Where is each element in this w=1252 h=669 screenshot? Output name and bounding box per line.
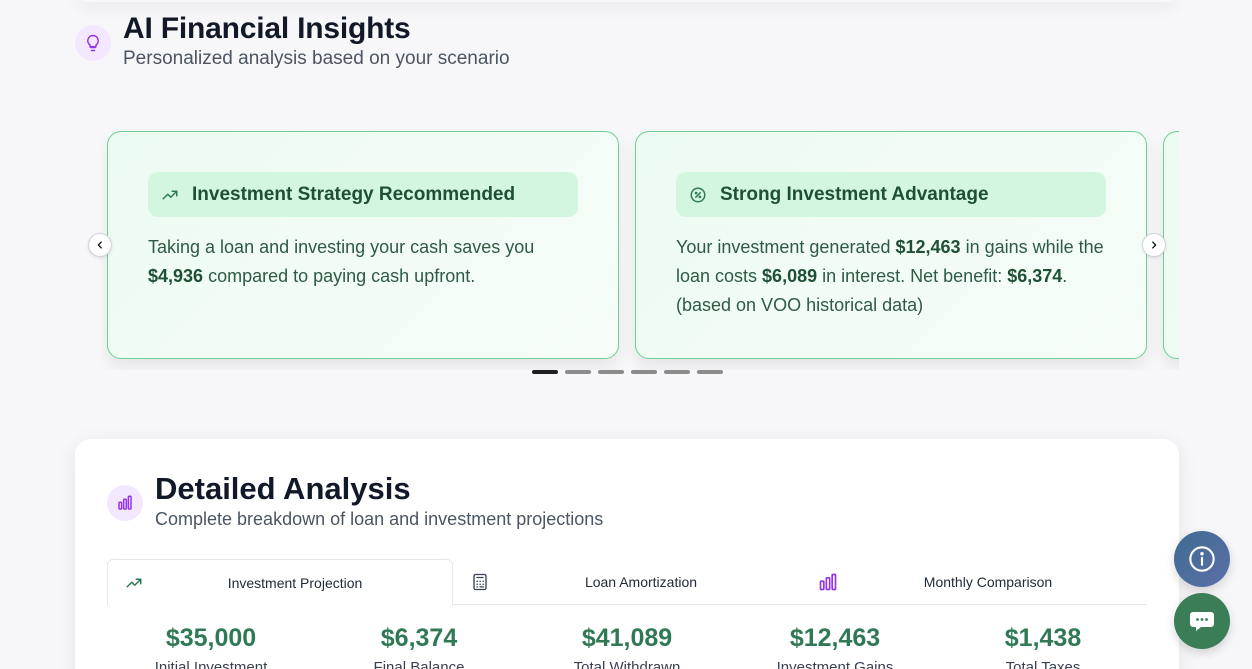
- body-text: . (based on VOO historical data): [676, 266, 1068, 315]
- carousel-dot[interactable]: [697, 370, 723, 374]
- bar-chart-icon: [818, 572, 838, 592]
- insights-title: AI Financial Insights: [123, 12, 411, 45]
- body-highlight: $12,463: [895, 237, 961, 257]
- info-button[interactable]: [1174, 531, 1230, 587]
- insights-carousel: Investment Strategy Recommended Taking a…: [75, 120, 1179, 390]
- insight-card-title-text: Investment Strategy Recommended: [192, 183, 516, 205]
- trending-up-icon: [124, 573, 144, 593]
- body-text: compared to paying cash upfront.: [203, 266, 476, 286]
- detailed-analysis-panel: Detailed Analysis Complete breakdown of …: [75, 439, 1179, 669]
- stat-label: Final Balance: [373, 659, 465, 669]
- calculator-icon: [470, 572, 490, 592]
- info-icon: [1189, 546, 1215, 572]
- chevron-right-icon: [1152, 241, 1157, 249]
- stat-value: $12,463: [789, 624, 881, 652]
- carousel-next-button[interactable]: [1142, 233, 1166, 257]
- summary-stats: $35,000 Initial Investment $6,374 Final …: [107, 624, 1147, 669]
- stat-label: Investment Gains: [776, 659, 894, 669]
- insight-card-title-text: Strong Investment Advantage: [720, 183, 989, 205]
- carousel-dots: [532, 370, 723, 374]
- insight-card-title: Investment Strategy Recommended: [148, 172, 578, 217]
- carousel-viewport: Investment Strategy Recommended Taking a…: [100, 120, 1179, 370]
- chevron-left-icon: [97, 241, 102, 249]
- body-highlight: $6,089: [762, 266, 818, 286]
- carousel-prev-button[interactable]: [88, 233, 112, 257]
- body-text: in gains while the loan costs: [676, 237, 1104, 286]
- insight-card-title: Strong Investment Advantage: [676, 172, 1106, 217]
- tab-label: Loan Amortization: [584, 574, 698, 590]
- analysis-tabs: Investment Projection Loan Amortization …: [107, 559, 1147, 606]
- stat-label: Total Withdrawn: [573, 659, 681, 669]
- tab-label: Investment Projection: [227, 574, 363, 591]
- tab-loan-amortization[interactable]: Loan Amortization: [453, 559, 799, 605]
- stat-value: $6,374: [380, 624, 458, 652]
- body-highlight: $6,374: [1007, 266, 1063, 286]
- carousel-dot[interactable]: [565, 370, 591, 374]
- carousel-dot[interactable]: [532, 370, 558, 374]
- lightbulb-icon: [75, 25, 111, 61]
- stat-initial-investment: $35,000 Initial Investment: [107, 624, 315, 669]
- insights-subtitle: Personalized analysis based on your scen…: [123, 48, 510, 69]
- percent-icon: [688, 185, 708, 205]
- carousel-dot[interactable]: [664, 370, 690, 374]
- stat-value: $35,000: [165, 624, 257, 652]
- bar-chart-icon: [107, 485, 143, 521]
- body-text: Taking a loan and investing your cash sa…: [148, 237, 535, 257]
- insights-header: AI Financial Insights Personalized analy…: [75, 12, 510, 70]
- stat-total-withdrawn: $41,089 Total Withdrawn: [523, 624, 731, 669]
- insight-card-body: Your investment generated $12,463 in gai…: [676, 233, 1106, 320]
- carousel-dot[interactable]: [598, 370, 624, 374]
- stat-value: $41,089: [581, 624, 673, 652]
- stat-value: $1,438: [1004, 624, 1082, 652]
- analysis-subtitle: Complete breakdown of loan and investmen…: [155, 509, 604, 529]
- chat-button[interactable]: [1174, 593, 1230, 649]
- chat-bubble-icon: [1190, 612, 1214, 631]
- tab-monthly-comparison[interactable]: Monthly Comparison: [799, 559, 1147, 605]
- insight-card: Investment Strategy Recommended Taking a…: [107, 131, 619, 359]
- body-text: in interest. Net benefit:: [817, 266, 1008, 286]
- stat-label: Initial Investment: [154, 659, 268, 669]
- analysis-header: Detailed Analysis Complete breakdown of …: [107, 471, 603, 530]
- insight-card: Strong Investment Advantage Your investm…: [635, 131, 1147, 359]
- previous-section-edge: [75, 0, 1179, 2]
- tab-label: Monthly Comparison: [923, 574, 1053, 590]
- body-text: Your investment generated: [676, 237, 896, 257]
- stat-investment-gains: $12,463 Investment Gains: [731, 624, 939, 669]
- trending-up-icon: [160, 185, 180, 205]
- stat-final-balance: $6,374 Final Balance: [315, 624, 523, 669]
- tab-investment-projection[interactable]: Investment Projection: [107, 559, 453, 606]
- insight-card-body: Taking a loan and investing your cash sa…: [148, 233, 578, 291]
- carousel-dot[interactable]: [631, 370, 657, 374]
- analysis-title: Detailed Analysis: [155, 471, 411, 506]
- stat-total-taxes: $1,438 Total Taxes: [939, 624, 1147, 669]
- stat-label: Total Taxes: [1005, 659, 1081, 669]
- body-highlight: $4,936: [148, 266, 204, 286]
